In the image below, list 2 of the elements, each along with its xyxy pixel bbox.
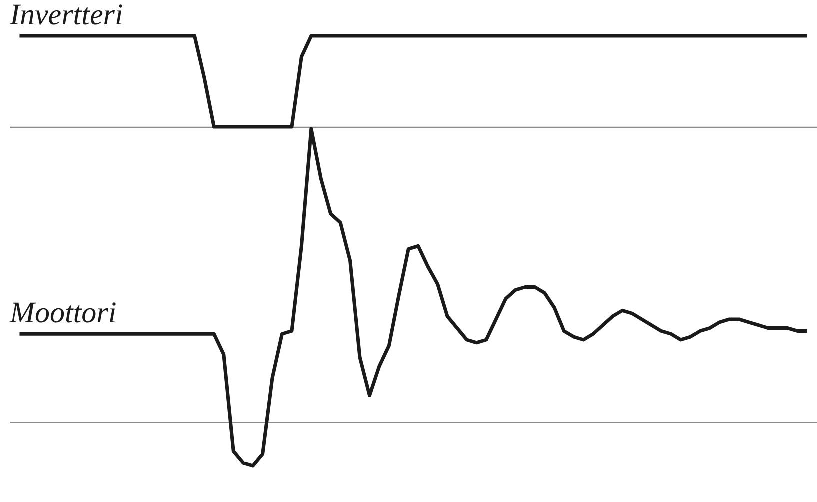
chart-title: Invertteri bbox=[9, 0, 124, 32]
text: Moottori bbox=[9, 296, 117, 330]
